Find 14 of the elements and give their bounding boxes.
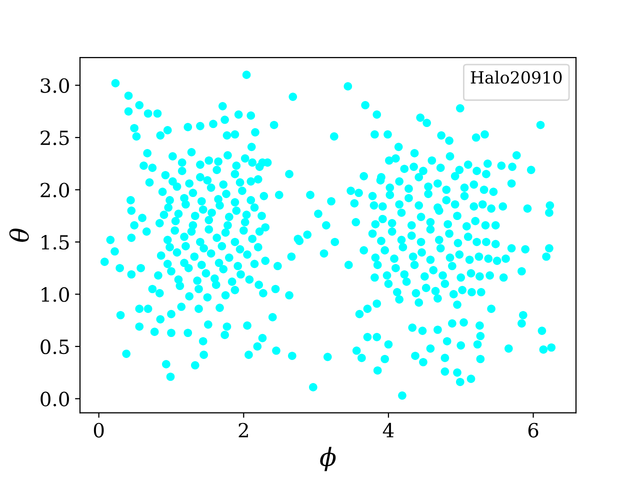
y-tick-label: 0.5 [40, 339, 69, 354]
y-tick-label: 0.0 [40, 392, 69, 406]
y-axis-title: θ [9, 228, 29, 242]
x-tick-label: 2 [238, 422, 248, 438]
x-tick-label: 6 [528, 422, 538, 438]
y-tick-label: 2.0 [40, 182, 69, 198]
y-tick-label: 1.0 [42, 287, 69, 302]
x-axis-title: ϕ [320, 446, 336, 472]
y-tick-label: 2.5 [40, 130, 69, 146]
y-tick-label: 3.0 [40, 78, 69, 93]
y-tick-label: 1.5 [42, 234, 69, 250]
x-tick-label: 4 [382, 422, 394, 438]
legend-title: Halo20910 [470, 70, 562, 84]
x-tick-label: 0 [94, 422, 104, 438]
